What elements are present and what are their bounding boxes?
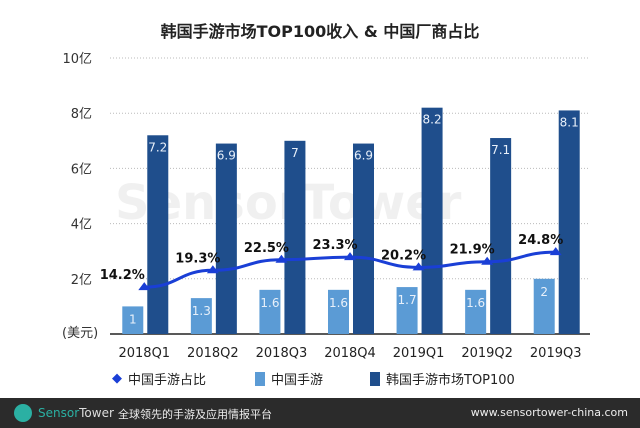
legend-item-china: 中国手游 <box>255 369 323 388</box>
line-label: 23.3% <box>312 238 357 253</box>
bar-label: 8.1 <box>560 115 579 129</box>
line-point <box>549 247 562 256</box>
bar-label: 1.3 <box>192 304 211 318</box>
legend-label: 中国手游 <box>271 373 324 388</box>
bar-label: 1.6 <box>329 296 348 310</box>
y-tick-label: 2亿 <box>71 273 92 288</box>
bar-label: 2 <box>540 285 548 299</box>
line-point <box>206 265 219 274</box>
line-point <box>138 282 151 291</box>
legend-label: 韩国手游市场TOP100 <box>386 373 515 388</box>
x-tick-label: 2018Q3 <box>256 346 308 361</box>
brand-b: Tower <box>79 406 114 420</box>
y-tick-label: 8亿 <box>71 107 92 122</box>
legend-swatch-icon <box>370 371 380 386</box>
brand-a: Sensor <box>38 406 80 420</box>
bar-label: 8.2 <box>423 113 442 127</box>
bar <box>533 278 555 334</box>
bar <box>328 289 349 334</box>
website-url[interactable]: www.sensortower-china.com <box>470 406 628 419</box>
chart: 2亿 4亿 6亿 8亿 10亿 (美元) 2018Q1 2018Q2 2018Q3 2018Q4 2… <box>62 52 590 361</box>
bar-label: 1 <box>129 312 137 326</box>
legend-swatch-icon <box>255 371 265 386</box>
bar-label: 7.1 <box>491 143 510 157</box>
bar <box>396 287 418 334</box>
legend-line-icon: ◆ <box>112 371 122 386</box>
line-point <box>275 254 288 263</box>
x-tick-label: 2018Q2 <box>187 346 239 361</box>
line-point <box>344 252 356 261</box>
line-point <box>412 262 425 271</box>
bar <box>122 306 144 334</box>
bar <box>147 135 169 334</box>
legend-item-line: ◆ 中国手游占比 <box>112 369 206 388</box>
line-label: 24.8% <box>518 233 563 248</box>
x-tick-label: 2018Q1 <box>118 346 170 361</box>
slogan: 全球领先的手游及应用情报平台 <box>118 408 272 421</box>
sensortower-logo-icon <box>14 404 32 422</box>
y-axis-label: (美元) <box>62 326 98 341</box>
y-tick-label: 6亿 <box>71 162 92 177</box>
line-label: 14.2% <box>100 268 145 283</box>
x-tick-label: 2018Q4 <box>324 346 376 361</box>
bar-label: 1.6 <box>466 296 485 310</box>
legend-label: 中国手游占比 <box>128 373 207 388</box>
chart-title: 韩国手游市场TOP100收入 & 中国厂商占比 <box>160 22 480 41</box>
bar <box>259 289 281 334</box>
bar-label: 7 <box>291 146 299 160</box>
line-point <box>481 256 494 265</box>
bar <box>421 107 443 335</box>
bar-label: 1.6 <box>260 296 279 310</box>
bar <box>190 298 212 334</box>
legend-item-korea: 韩国手游市场TOP100 <box>370 369 515 388</box>
bar <box>215 143 237 334</box>
line-label: 20.2% <box>381 248 426 263</box>
line-label: 22.5% <box>244 241 289 256</box>
y-tick-label: 10亿 <box>62 52 92 67</box>
bar <box>558 110 580 334</box>
bar <box>284 140 306 334</box>
bar <box>353 143 374 334</box>
bar-label: 6.9 <box>217 149 236 163</box>
bar-label: 1.7 <box>398 293 417 307</box>
x-tick-label: 2019Q2 <box>461 346 513 361</box>
bar-label: 6.9 <box>354 149 373 163</box>
bar <box>465 289 487 334</box>
x-tick-label: 2019Q3 <box>530 346 582 361</box>
line-label: 21.9% <box>450 243 495 258</box>
bar-label: 7.2 <box>148 140 167 154</box>
footer: SensorTower 全球领先的手游及应用情报平台 www.sensortow… <box>0 398 640 428</box>
bar <box>490 138 512 334</box>
line-label: 19.3% <box>175 251 220 266</box>
brand: SensorTower <box>38 406 114 420</box>
y-tick-label: 4亿 <box>71 218 92 233</box>
x-tick-label: 2019Q1 <box>393 346 445 361</box>
